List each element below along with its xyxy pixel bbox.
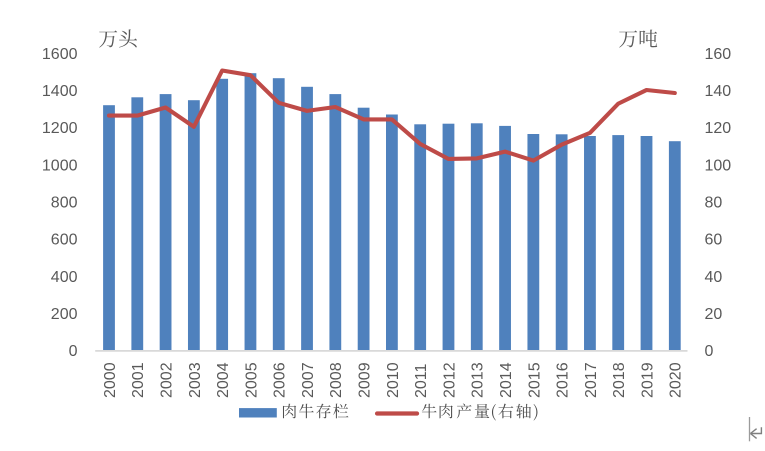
svg-text:2018: 2018 [611, 362, 628, 398]
svg-text:600: 600 [51, 232, 78, 249]
svg-text:2003: 2003 [187, 362, 204, 398]
svg-text:2016: 2016 [555, 362, 572, 398]
svg-text:2005: 2005 [243, 362, 260, 398]
svg-text:0: 0 [705, 343, 714, 360]
svg-text:2009: 2009 [357, 362, 374, 398]
svg-text:80: 80 [705, 195, 723, 212]
svg-text:2008: 2008 [328, 362, 345, 398]
svg-text:1600: 1600 [42, 46, 78, 63]
svg-text:1200: 1200 [42, 120, 78, 137]
svg-text:140: 140 [705, 83, 732, 100]
svg-text:2013: 2013 [470, 362, 487, 398]
svg-text:200: 200 [51, 306, 78, 323]
svg-text:2019: 2019 [639, 362, 656, 398]
svg-text:2017: 2017 [583, 362, 600, 398]
svg-text:20: 20 [705, 306, 723, 323]
svg-text:2015: 2015 [526, 362, 543, 398]
svg-text:100: 100 [705, 157, 732, 174]
svg-text:1000: 1000 [42, 157, 78, 174]
svg-text:40: 40 [705, 269, 723, 286]
svg-text:160: 160 [705, 46, 732, 63]
svg-text:400: 400 [51, 269, 78, 286]
svg-text:2014: 2014 [498, 362, 515, 398]
svg-text:2000: 2000 [102, 362, 119, 398]
svg-text:60: 60 [705, 232, 723, 249]
svg-text:120: 120 [705, 120, 732, 137]
svg-text:2011: 2011 [413, 363, 430, 398]
svg-text:2010: 2010 [385, 362, 402, 398]
svg-text:2020: 2020 [668, 362, 685, 398]
svg-text:2007: 2007 [300, 362, 317, 398]
svg-text:2002: 2002 [158, 362, 175, 398]
svg-text:2012: 2012 [441, 362, 458, 398]
svg-text:2006: 2006 [272, 362, 289, 398]
svg-text:1400: 1400 [42, 83, 78, 100]
svg-text:800: 800 [51, 195, 78, 212]
svg-text:0: 0 [69, 343, 78, 360]
svg-text:2004: 2004 [215, 362, 232, 398]
svg-text:2001: 2001 [130, 362, 147, 398]
